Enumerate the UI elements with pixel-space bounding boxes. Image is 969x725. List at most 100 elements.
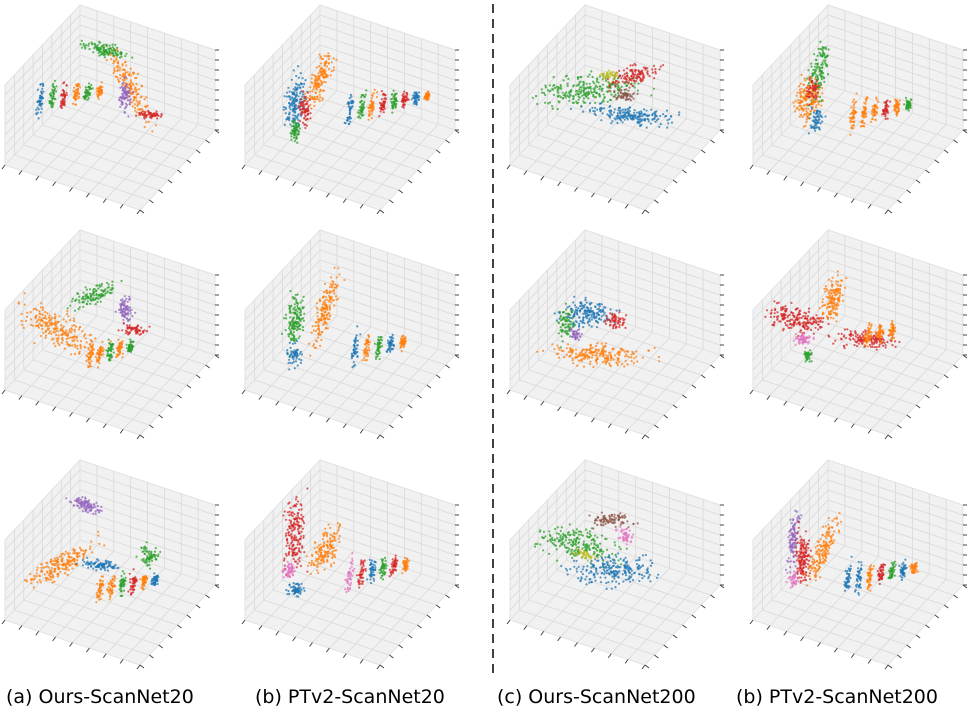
tick xyxy=(445,139,450,144)
point xyxy=(74,89,77,92)
point xyxy=(897,107,900,110)
point xyxy=(644,68,647,71)
point xyxy=(388,345,391,348)
point xyxy=(562,79,565,82)
point xyxy=(39,319,42,322)
point xyxy=(602,83,605,86)
point xyxy=(150,115,153,118)
point xyxy=(309,103,312,106)
point xyxy=(654,68,657,71)
point xyxy=(641,78,644,81)
point xyxy=(631,77,634,80)
point xyxy=(800,73,803,77)
point xyxy=(118,342,121,345)
point xyxy=(49,321,52,324)
point xyxy=(805,107,808,110)
point xyxy=(327,311,331,314)
point xyxy=(99,50,102,53)
point xyxy=(291,362,294,365)
point xyxy=(323,322,326,325)
scatter xyxy=(35,39,163,133)
point xyxy=(852,98,855,101)
point xyxy=(808,90,811,93)
point xyxy=(578,316,581,319)
point xyxy=(128,87,131,90)
point xyxy=(651,71,654,74)
grid-line xyxy=(244,24,321,106)
point xyxy=(353,351,356,354)
point xyxy=(600,303,603,306)
point xyxy=(375,95,378,99)
point xyxy=(814,88,817,91)
point xyxy=(632,97,635,100)
tick xyxy=(624,204,629,209)
point xyxy=(120,55,123,58)
tick xyxy=(897,199,902,204)
grid-line xyxy=(244,34,321,116)
point xyxy=(109,47,112,50)
point xyxy=(536,350,539,353)
point xyxy=(876,111,879,115)
point xyxy=(332,69,335,72)
point xyxy=(800,87,803,90)
point xyxy=(796,91,799,94)
point xyxy=(101,52,104,55)
point xyxy=(566,84,569,87)
point xyxy=(553,348,556,351)
point xyxy=(391,333,394,336)
point xyxy=(393,95,396,98)
tick xyxy=(85,417,90,423)
point xyxy=(575,306,578,309)
point xyxy=(812,96,815,99)
point xyxy=(108,50,111,53)
point xyxy=(78,306,81,309)
point xyxy=(805,121,808,124)
point xyxy=(650,108,653,111)
point xyxy=(74,99,77,102)
point xyxy=(568,99,571,102)
point xyxy=(69,336,72,339)
point xyxy=(35,112,38,115)
point xyxy=(884,115,887,118)
point xyxy=(292,358,295,361)
point xyxy=(606,85,609,88)
point xyxy=(800,108,803,111)
point xyxy=(87,42,90,45)
point xyxy=(109,288,112,291)
point xyxy=(71,324,74,327)
point xyxy=(579,80,582,83)
grid-line xyxy=(310,94,446,141)
point xyxy=(616,96,619,99)
tick xyxy=(766,170,771,175)
point xyxy=(122,87,125,90)
point xyxy=(598,74,602,77)
point xyxy=(85,293,88,296)
point xyxy=(118,98,121,101)
point xyxy=(630,118,633,121)
point xyxy=(373,342,376,345)
grid-line xyxy=(329,112,405,194)
point xyxy=(292,296,295,299)
point xyxy=(590,70,593,73)
point xyxy=(299,113,302,116)
point xyxy=(364,347,367,350)
point xyxy=(572,101,575,104)
point xyxy=(312,88,315,91)
point xyxy=(603,95,606,99)
point xyxy=(315,85,318,88)
point xyxy=(370,102,373,106)
tick xyxy=(214,129,220,134)
point xyxy=(616,112,619,115)
point xyxy=(308,90,311,93)
point xyxy=(608,105,611,108)
point xyxy=(290,125,293,128)
point xyxy=(394,93,397,96)
point xyxy=(815,80,818,83)
point xyxy=(287,361,290,365)
tick xyxy=(241,164,246,170)
point xyxy=(317,332,320,335)
point xyxy=(119,105,122,108)
point xyxy=(354,339,357,342)
point xyxy=(56,321,59,324)
tick xyxy=(258,395,263,400)
